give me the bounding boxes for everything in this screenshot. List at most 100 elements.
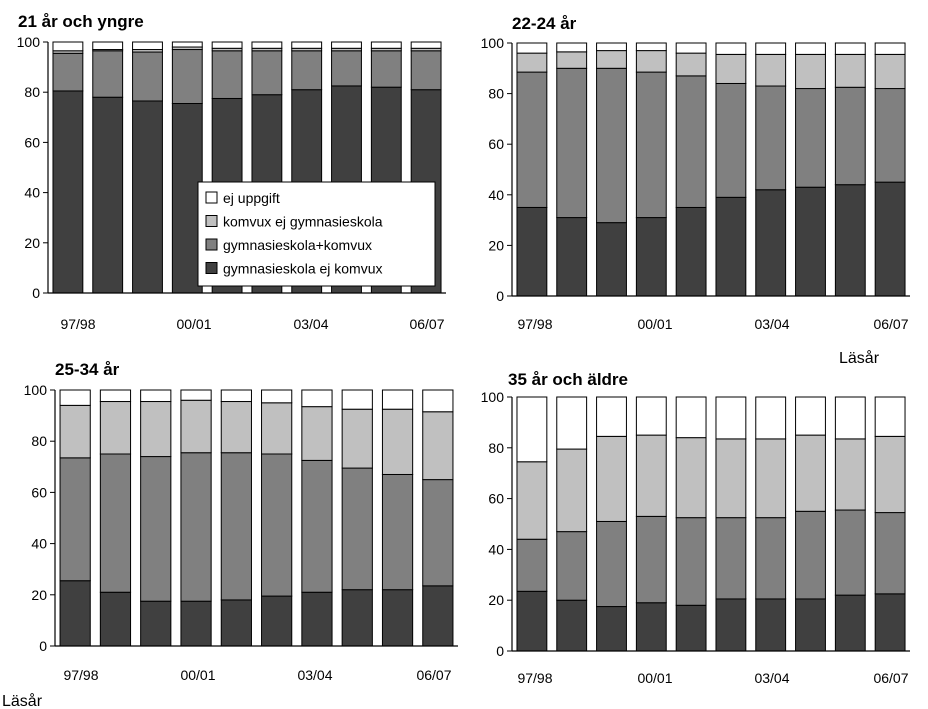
bar-segment xyxy=(795,186,826,297)
bar-segment xyxy=(874,593,906,652)
chart-title: 21 år och yngre xyxy=(18,12,144,31)
x-tick-label: 06/07 xyxy=(873,670,908,686)
bar-segment xyxy=(556,448,588,533)
bar-segment xyxy=(715,42,747,55)
y-tick-label: 80 xyxy=(24,84,40,100)
y-tick-label: 100 xyxy=(481,389,505,405)
bar-segment xyxy=(220,599,252,647)
bar-segment xyxy=(715,598,747,652)
bar-segment xyxy=(635,434,667,517)
x-axis-label-right: Läsår xyxy=(839,349,880,367)
bar-segment xyxy=(52,41,84,52)
bar-segment xyxy=(675,517,707,606)
legend-label: gymnasieskola+komvux xyxy=(223,237,372,253)
bar-segment xyxy=(635,515,667,604)
y-tick-label: 80 xyxy=(488,440,504,456)
x-tick-label: 97/98 xyxy=(517,670,552,686)
bar-segment xyxy=(516,71,548,208)
bar-segment xyxy=(834,396,866,440)
bar-segment xyxy=(261,402,293,455)
bar-segment xyxy=(675,604,707,652)
bar-segment xyxy=(291,41,323,49)
y-tick-label: 60 xyxy=(24,134,40,150)
bar-segment xyxy=(556,42,588,53)
bar-segment xyxy=(370,50,402,88)
bar-segment xyxy=(52,52,84,92)
bar-segment xyxy=(140,600,172,647)
bar-segment xyxy=(795,510,826,600)
chart-title: 25-34 år xyxy=(55,360,120,379)
x-tick-label: 03/04 xyxy=(754,316,789,332)
bar-segment xyxy=(516,52,548,73)
bar-segment xyxy=(220,401,252,454)
bar-segment xyxy=(211,41,243,49)
legend-label: gymnasieskola ej komvux xyxy=(223,261,383,277)
bar-segment xyxy=(715,82,747,198)
y-tick-label: 20 xyxy=(31,587,47,603)
bar-segment xyxy=(410,41,442,49)
bar-segment xyxy=(596,67,627,224)
y-tick-label: 20 xyxy=(488,237,504,253)
y-tick-label: 0 xyxy=(496,643,504,659)
bar-segment xyxy=(834,509,866,596)
legend-label: ej uppgift xyxy=(223,190,280,206)
bar-segment xyxy=(795,42,826,55)
bar-segment xyxy=(755,42,787,55)
x-tick-label: 00/01 xyxy=(180,667,215,683)
bar-segment xyxy=(301,459,333,593)
y-tick-label: 0 xyxy=(32,285,40,301)
y-tick-label: 20 xyxy=(488,592,504,608)
bar-segment xyxy=(596,222,627,297)
bar-segment xyxy=(874,435,906,514)
bar-segment xyxy=(635,396,667,436)
bar-segment xyxy=(795,598,826,652)
bar-segment xyxy=(556,599,588,652)
y-tick-label: 60 xyxy=(488,136,504,152)
bar-segment xyxy=(331,41,362,49)
bar-segment xyxy=(220,452,252,601)
bar-segment xyxy=(422,479,454,587)
legend-swatch xyxy=(205,262,218,274)
bar-segment xyxy=(211,50,243,99)
bar-segment xyxy=(556,67,588,219)
chart-panel-2: 22-24 år 0 20 40 60 80 100 97/98 00/01 03/04 06/07 xyxy=(481,14,910,332)
y-tick-label: 60 xyxy=(488,491,504,507)
bar-segment xyxy=(755,598,787,652)
bar-segment xyxy=(180,452,212,602)
bar-segment xyxy=(261,595,293,647)
x-tick-label: 00/01 xyxy=(176,316,211,332)
y-tick-label: 60 xyxy=(31,484,47,500)
bar-segment xyxy=(301,591,333,647)
bar-segment xyxy=(381,408,414,475)
bar-segment xyxy=(874,88,906,183)
x-tick-label: 03/04 xyxy=(297,667,332,683)
bar-segment xyxy=(92,96,124,294)
bar-segment xyxy=(381,589,414,647)
bar-segment xyxy=(556,51,588,69)
bar-segment xyxy=(381,473,414,591)
y-tick-label: 100 xyxy=(24,382,48,398)
bar-segment xyxy=(556,531,588,601)
bar-segment xyxy=(261,453,293,597)
bar-segment xyxy=(132,100,163,294)
bar-segment xyxy=(140,456,172,602)
bar-segment xyxy=(556,396,588,450)
bar-segment xyxy=(675,75,707,208)
bar-segment xyxy=(171,103,203,294)
bar-segment xyxy=(874,396,906,437)
y-tick-label: 100 xyxy=(481,35,505,51)
y-tick-label: 40 xyxy=(31,536,47,552)
y-tick-label: 0 xyxy=(496,288,504,304)
bar-segment xyxy=(370,41,402,49)
chart-panel-3: 25-34 år 0 20 40 60 80 100 97/98 00/01 03/04 06/07 xyxy=(24,360,458,683)
bar-segment xyxy=(422,585,454,647)
bar-segment xyxy=(715,196,747,297)
legend: ej uppgift komvux ej gymnasieskola gymnasi… xyxy=(197,181,436,287)
legend-box xyxy=(197,181,436,287)
bar-segment xyxy=(261,389,293,404)
bar-segment xyxy=(99,389,132,403)
x-tick-label: 97/98 xyxy=(60,316,95,332)
bar-segment xyxy=(596,50,627,69)
bar-segment xyxy=(422,411,454,481)
